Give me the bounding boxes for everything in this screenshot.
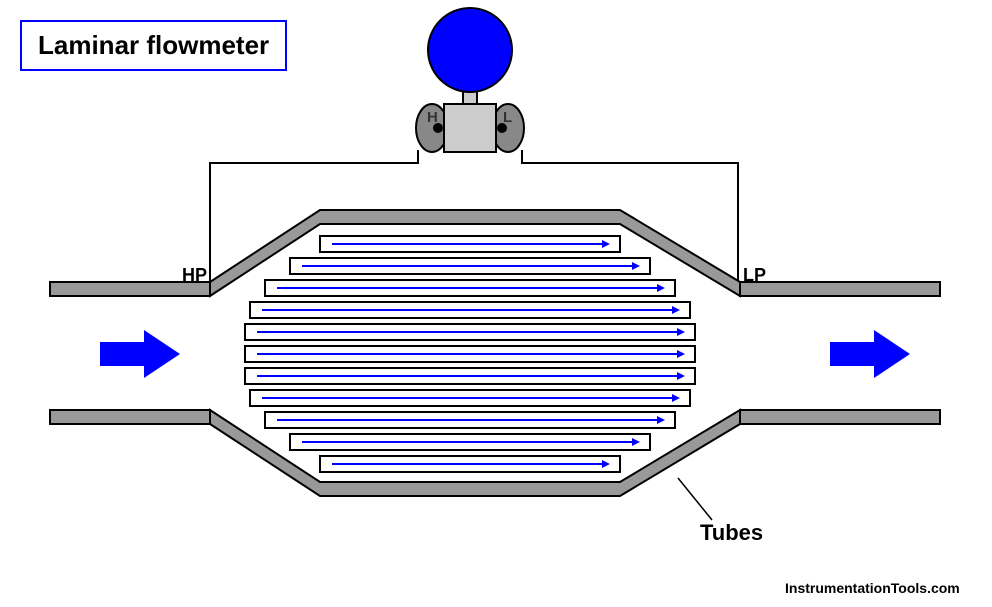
flow-arrow-out xyxy=(830,330,910,378)
pipe-left_bottom xyxy=(50,410,210,424)
pipe-right_bottom xyxy=(740,410,940,424)
transmitter-head xyxy=(428,8,512,92)
hp-label: HP xyxy=(182,265,207,286)
lp-label: LP xyxy=(743,265,766,286)
l-label: L xyxy=(503,109,512,126)
h-label: H xyxy=(427,109,438,126)
title-text: Laminar flowmeter xyxy=(38,30,269,60)
tubes-label: Tubes xyxy=(700,520,763,546)
tubes-pointer xyxy=(678,478,712,520)
transmitter-body xyxy=(444,104,496,152)
flow-arrow-in xyxy=(100,330,180,378)
title-box: Laminar flowmeter xyxy=(20,20,287,71)
pipe-right_top xyxy=(740,282,940,296)
attribution-text: InstrumentationTools.com xyxy=(785,580,960,596)
